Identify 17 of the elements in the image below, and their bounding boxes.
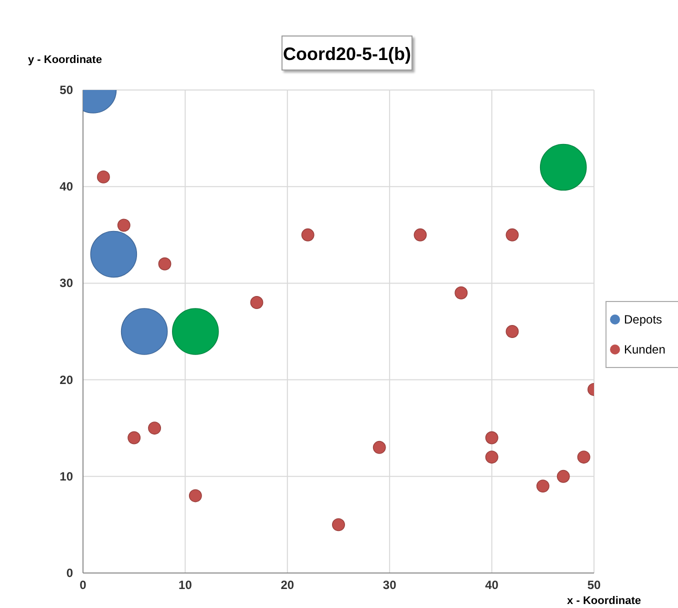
x-tick-label: 30 [382, 578, 397, 592]
x-tick-label: 20 [280, 578, 294, 592]
y-tick-label: 10 [60, 469, 74, 484]
legend-label: Depots [624, 312, 662, 326]
x-tick-label: 10 [178, 578, 192, 592]
x-axis-title: x - Koordinate [567, 595, 641, 607]
y-tick-label: 20 [60, 372, 74, 387]
y-tick-label: 0 [66, 566, 74, 580]
y-axis-title: y - Koordinate [28, 54, 102, 66]
y-tick-label: 50 [60, 83, 74, 97]
x-tick-label: 50 [587, 578, 601, 592]
x-tick-label: 40 [485, 578, 499, 592]
chart-title: Coord20-5-1(b) [282, 44, 412, 64]
x-tick-label: 0 [80, 578, 87, 592]
y-tick-label: 30 [60, 276, 74, 290]
y-tick-label: 40 [60, 180, 74, 194]
legend-label: Kunden [624, 342, 666, 356]
